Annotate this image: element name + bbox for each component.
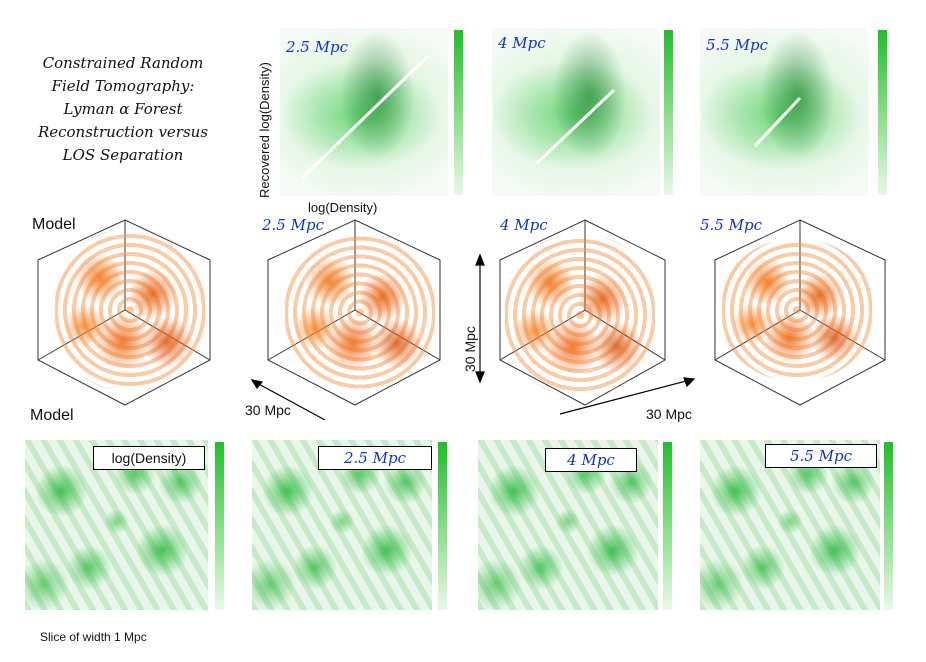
volume-render-4 — [505, 235, 655, 395]
scatter-fit-line — [753, 96, 802, 148]
scatter-fit-line — [300, 54, 430, 180]
slice-panel-label: 5.5 Mpc — [765, 444, 877, 468]
slice-panel-label: 2.5 Mpc — [318, 446, 432, 470]
scale-label-horizontal: 30 Mpc — [245, 402, 291, 418]
scatter-y-axis-label: Recovered log(Density) — [257, 62, 272, 198]
scatter-panel-label: 5.5 Mpc — [706, 36, 768, 54]
scatter-panel-label: 2.5 Mpc — [286, 38, 348, 56]
colorbar — [454, 30, 463, 195]
volume-render-5p5 — [722, 240, 872, 380]
figure-title: Constrained Random Field Tomography: Lym… — [10, 52, 236, 167]
title-line: Lyman α Forest — [63, 100, 183, 118]
colorbar — [878, 30, 887, 195]
title-line: Constrained Random — [42, 54, 204, 72]
title-line: Field Tomography: — [51, 77, 195, 95]
scatter-panel-5p5: 5.5 Mpc — [700, 28, 868, 196]
volume-panel-label: 5.5 Mpc — [700, 216, 762, 234]
scatter-panel-4: 4 Mpc — [492, 28, 660, 196]
scatter-fit-line — [535, 88, 616, 165]
slice-panel-label: log(Density) — [93, 446, 205, 470]
colorbar — [438, 442, 447, 610]
volume-render-model — [55, 230, 205, 390]
slice-model-label: Model — [30, 407, 74, 424]
colorbar — [663, 442, 672, 610]
scatter-x-axis-label: log(Density) — [308, 200, 378, 215]
volume-panel-label: 2.5 Mpc — [262, 216, 324, 234]
volume-model-label: Model — [32, 216, 76, 233]
scale-label-horizontal: 30 Mpc — [646, 406, 692, 422]
volume-render-2p5 — [285, 235, 435, 390]
colorbar — [664, 30, 673, 195]
scatter-panel-2p5: 2.5 Mpc — [280, 28, 448, 196]
colorbar — [215, 442, 224, 610]
colorbar — [884, 442, 893, 610]
slice-panel-5p5 — [700, 440, 880, 610]
volume-panel-label: 4 Mpc — [500, 216, 548, 234]
slice-caption: Slice of width 1 Mpc — [40, 630, 147, 644]
title-line: Reconstruction versus — [37, 123, 209, 141]
slice-panel-label: 4 Mpc — [545, 448, 637, 472]
scale-label-vertical: 30 Mpc — [462, 326, 478, 372]
title-line: LOS Separation — [62, 146, 184, 164]
scatter-panel-label: 4 Mpc — [498, 34, 546, 52]
